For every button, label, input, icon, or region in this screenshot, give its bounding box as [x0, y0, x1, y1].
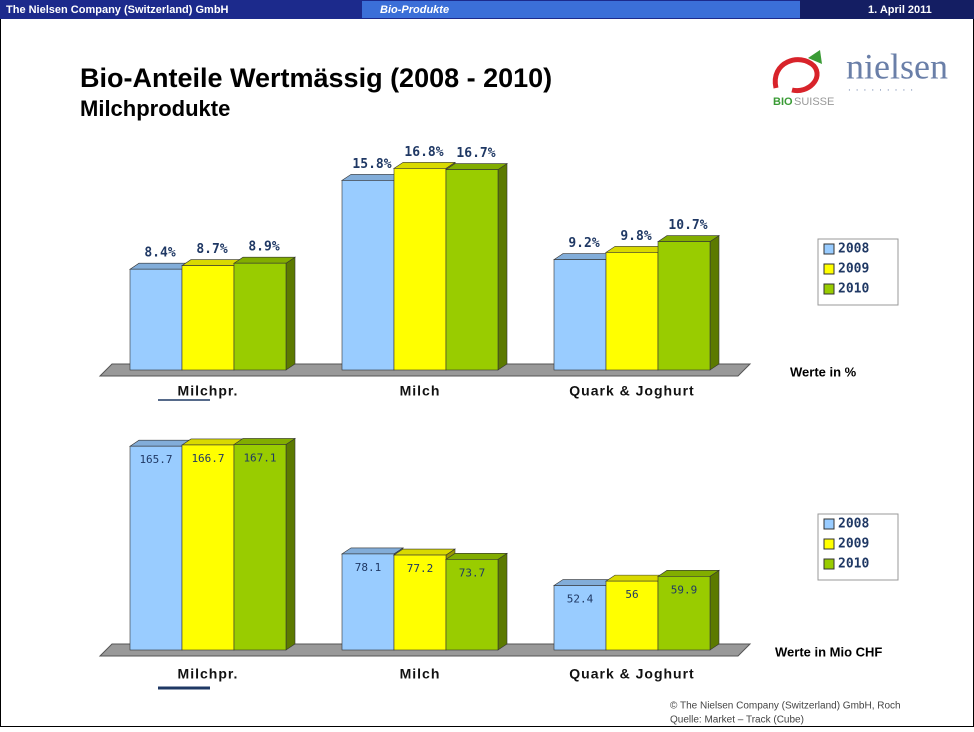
bar-side [709, 235, 720, 371]
bar-top [657, 235, 720, 242]
value-label: 73.7 [459, 566, 486, 579]
bar [657, 241, 711, 371]
value-label: 56 [625, 588, 638, 601]
bar-3d [657, 569, 720, 651]
legend-label: 2010 [838, 557, 869, 572]
title: Bio-Anteile Wertmässig (2008 - 2010) [80, 63, 552, 93]
bar-top [445, 163, 508, 170]
legend-swatch [823, 283, 835, 295]
y-axis-label: Werte in Mio CHF [775, 644, 882, 659]
legend-swatch [823, 518, 835, 530]
biosuisse-logo-swirl [772, 57, 820, 94]
bar [341, 553, 395, 651]
legend-label: 2009 [838, 262, 869, 277]
legend-swatch [823, 243, 835, 255]
header-section: Bio-Produkte [380, 4, 449, 16]
value-label: 167.1 [243, 451, 276, 464]
bar-3d [233, 437, 296, 651]
bar-side [709, 569, 720, 651]
bar-3d [445, 552, 508, 651]
logo-suisse: SUISSE [794, 96, 834, 108]
bar [605, 252, 659, 371]
legend-swatch [823, 538, 835, 550]
legend-swatch [823, 263, 835, 275]
value-label: 8.4% [144, 246, 175, 261]
bar-top [445, 553, 508, 560]
value-label: 77.2 [407, 562, 434, 575]
value-label: 166.7 [191, 452, 224, 465]
x-tick-label: Milch [400, 666, 441, 682]
bar [553, 259, 607, 371]
bar [341, 180, 395, 371]
value-label: 10.7% [668, 218, 707, 233]
footer-source: Quelle: Market – Track (Cube) [670, 715, 804, 726]
value-label: 52.4 [567, 593, 594, 606]
value-label: 8.7% [196, 242, 227, 257]
date-box [800, 0, 974, 19]
bar-side [285, 437, 296, 651]
y-axis-label: Werte in % [790, 364, 857, 379]
footer-copyright: © The Nielsen Company (Switzerland) GmbH… [670, 701, 901, 712]
x-tick-label: Milch [400, 383, 441, 399]
x-tick-label: Quark & Joghurt [569, 666, 694, 682]
value-label: 78.1 [355, 561, 382, 574]
logo-nielsen: nielsen [846, 46, 948, 86]
value-label: 15.8% [352, 157, 391, 172]
bar [553, 585, 607, 651]
bar-3d [445, 163, 508, 371]
header-company: The Nielsen Company (Switzerland) GmbH [6, 4, 229, 16]
bar-top [393, 548, 456, 556]
x-tick-label: Milchpr. [178, 383, 239, 399]
bar-top [233, 256, 296, 264]
x-tick-label: Milchpr. [178, 666, 239, 682]
bar [393, 554, 447, 651]
value-label: 9.8% [620, 229, 651, 244]
bar [181, 265, 235, 371]
bar [657, 576, 711, 651]
logo-dots: ......... [848, 83, 918, 94]
bar [445, 169, 499, 371]
bar [129, 445, 183, 651]
bar-3d [657, 235, 720, 371]
value-label: 59.9 [671, 583, 698, 596]
biosuisse-logo-leaf [808, 50, 822, 64]
bar [129, 268, 183, 371]
bar-3d [233, 256, 296, 371]
value-label: 16.8% [404, 145, 443, 160]
bar-top [393, 162, 456, 169]
header-date: 1. April 2011 [868, 4, 932, 16]
value-label: 9.2% [568, 236, 599, 251]
legend-label: 2008 [838, 242, 869, 257]
legend-swatch [823, 558, 835, 570]
bar-top [657, 570, 720, 577]
bar [445, 559, 499, 651]
legend-label: 2009 [838, 537, 869, 552]
value-label: 16.7% [456, 146, 495, 161]
bar [233, 262, 287, 371]
bar-side [497, 163, 508, 371]
bar-top [181, 438, 244, 446]
bar [181, 444, 235, 651]
value-label: 165.7 [139, 453, 172, 466]
bar-top [233, 438, 296, 445]
bar [393, 168, 447, 371]
legend-label: 2008 [838, 517, 869, 532]
section-box [362, 1, 800, 18]
bar-side [497, 552, 508, 651]
legend-label: 2010 [838, 282, 869, 297]
bar-top [341, 547, 404, 555]
bar [233, 444, 287, 651]
subtitle: Milchprodukte [80, 96, 230, 121]
bar-side [285, 256, 296, 371]
x-tick-label: Quark & Joghurt [569, 383, 694, 399]
logo-bio: BIO [773, 96, 793, 108]
value-label: 8.9% [248, 240, 279, 255]
bar [605, 580, 659, 651]
